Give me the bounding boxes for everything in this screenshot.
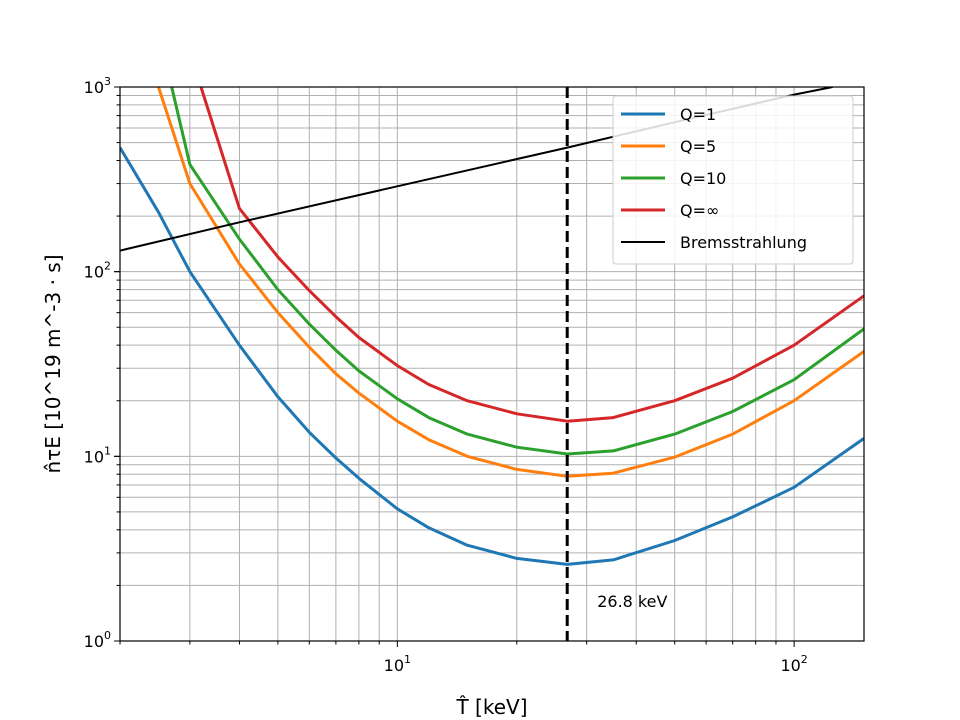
plot-frame xyxy=(119,86,865,642)
legend-label: Q=∞ xyxy=(680,201,719,220)
y-tick-label: 101 xyxy=(84,444,111,466)
series-line-3 xyxy=(199,87,864,423)
plot-area xyxy=(120,87,864,641)
legend-label: Bremsstrahlung xyxy=(680,233,807,252)
series-line-2 xyxy=(170,87,864,456)
x-tick-label: 101 xyxy=(384,653,411,675)
y-tick-label: 103 xyxy=(84,75,111,97)
series-line-4 xyxy=(120,87,833,252)
legend-label: Q=10 xyxy=(680,169,726,188)
axis-ticks: 101 102 100 101 102 103 xyxy=(84,75,808,675)
y-axis-label: n̂τE [10^19 m^-3 · s] xyxy=(41,254,65,473)
legend-label: Q=1 xyxy=(680,105,716,124)
x-axis-label: T̂ [keV] xyxy=(455,695,527,719)
legend: Q=1 Q=5 Q=10 Q=∞ Bremsstrahlung xyxy=(612,95,854,265)
legend-label: Q=5 xyxy=(680,137,716,156)
series-line-1 xyxy=(157,87,864,478)
x-tick-label: 102 xyxy=(780,653,807,675)
y-tick-label: 100 xyxy=(84,629,111,651)
legend-box xyxy=(612,95,854,265)
series-line-0 xyxy=(120,146,864,566)
vline-annotation: 26.8 keV xyxy=(597,592,667,611)
y-tick-label: 102 xyxy=(84,260,111,282)
